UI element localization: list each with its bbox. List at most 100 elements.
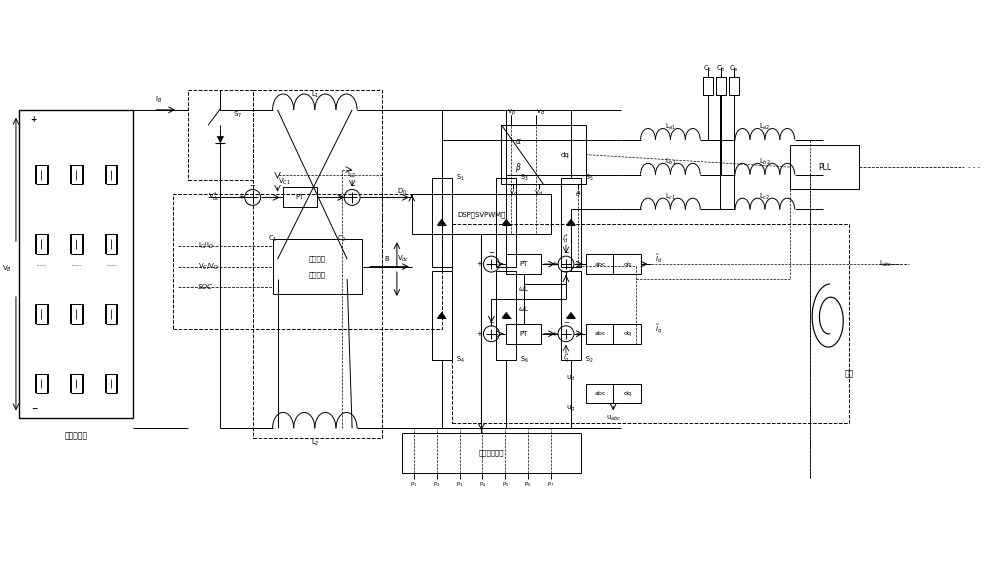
Text: dq: dq: [624, 391, 632, 396]
Bar: [19, 110, 133, 418]
Polygon shape: [502, 312, 511, 318]
Polygon shape: [502, 219, 511, 225]
Polygon shape: [566, 219, 575, 225]
Text: V$_{dc}$: V$_{dc}$: [397, 254, 409, 264]
Bar: [790, 145, 859, 189]
Text: dq: dq: [624, 331, 632, 336]
Bar: [561, 178, 581, 267]
Text: abc: abc: [595, 262, 606, 267]
Text: u$_{abc}$: u$_{abc}$: [606, 414, 621, 423]
Text: −: −: [563, 250, 569, 256]
Text: −: −: [488, 320, 494, 326]
Text: C$_b$: C$_b$: [716, 64, 726, 74]
Text: PT: PT: [296, 195, 304, 200]
Bar: [586, 384, 641, 403]
Bar: [273, 239, 362, 294]
Text: S$_{3}$: S$_{3}$: [520, 173, 529, 183]
Text: dq: dq: [560, 151, 569, 158]
Text: +: +: [551, 331, 557, 337]
Text: S$_{2}$: S$_{2}$: [585, 355, 593, 365]
Text: L$_2$: L$_2$: [311, 438, 319, 448]
Text: V$_C$/V$_D$: V$_C$/V$_D$: [198, 262, 219, 271]
Text: +: +: [238, 195, 244, 200]
Text: P$_3$: P$_3$: [456, 481, 463, 489]
Bar: [586, 324, 641, 344]
Text: $\alpha$: $\alpha$: [515, 137, 522, 146]
Text: v$_\alpha$: v$_\alpha$: [536, 108, 546, 117]
Text: L$_1$: L$_1$: [311, 90, 319, 100]
Text: P$_2$: P$_2$: [433, 481, 440, 489]
Text: C$_c$: C$_c$: [703, 64, 713, 74]
Bar: [452, 224, 849, 423]
Bar: [729, 77, 739, 95]
Text: u$_q$: u$_q$: [566, 403, 576, 414]
Text: ......: ......: [71, 262, 82, 267]
Text: 电网: 电网: [845, 369, 854, 378]
Polygon shape: [566, 312, 575, 318]
Text: ......: ......: [106, 262, 117, 267]
Bar: [402, 433, 581, 473]
Text: $\theta$: $\theta$: [575, 189, 581, 198]
Text: $i^{*}_q$: $i^{*}_q$: [563, 351, 569, 366]
Text: I$_{L2}$: I$_{L2}$: [347, 170, 357, 180]
Polygon shape: [437, 312, 446, 318]
Text: abc: abc: [595, 331, 606, 336]
Bar: [506, 254, 541, 274]
Text: P$_1$: P$_1$: [410, 481, 417, 489]
Text: S$_7$: S$_7$: [233, 110, 242, 120]
Text: P$_7$: P$_7$: [547, 481, 555, 489]
Bar: [253, 90, 382, 438]
Text: L$_{a1}$: L$_{a1}$: [665, 122, 676, 132]
Text: +: +: [551, 261, 557, 267]
Text: PLL: PLL: [818, 163, 831, 172]
Text: $\omega$L: $\omega$L: [518, 284, 530, 294]
Bar: [561, 271, 581, 360]
Text: u$_d$: u$_d$: [566, 374, 576, 383]
Text: S$_{5}$: S$_{5}$: [585, 173, 593, 183]
Text: $i^{*}_d$: $i^{*}_d$: [562, 233, 569, 246]
Text: C$_1$: C$_1$: [268, 234, 277, 244]
Text: −: −: [349, 183, 355, 189]
Text: P$_5$: P$_5$: [502, 481, 509, 489]
Bar: [432, 271, 452, 360]
Text: +: +: [476, 331, 482, 337]
Polygon shape: [217, 136, 224, 143]
Text: V$_{C1}$: V$_{C1}$: [278, 176, 290, 187]
Text: B: B: [385, 255, 389, 262]
Text: dq: dq: [624, 262, 632, 267]
Text: C$_a$: C$_a$: [729, 64, 739, 74]
Text: v$_q$: v$_q$: [509, 188, 518, 199]
Text: −: −: [250, 183, 256, 189]
Text: L$_{c1}$: L$_{c1}$: [665, 191, 676, 201]
Text: PT: PT: [520, 331, 528, 337]
Text: +: +: [337, 195, 343, 200]
Bar: [283, 187, 317, 207]
Text: L$_{b2}$: L$_{b2}$: [759, 156, 771, 167]
Bar: [188, 90, 253, 179]
Bar: [716, 77, 726, 95]
Bar: [496, 271, 516, 360]
Text: ......: ......: [37, 262, 47, 267]
Text: P$_6$: P$_6$: [524, 481, 532, 489]
Text: $\beta$: $\beta$: [515, 161, 522, 174]
Text: V$^*_{dc}$: V$^*_{dc}$: [208, 191, 220, 204]
Text: PT: PT: [520, 261, 528, 267]
Text: S$_{1}$: S$_{1}$: [456, 173, 464, 183]
Text: I$_B$: I$_B$: [155, 95, 162, 105]
Text: SOC: SOC: [198, 284, 213, 290]
Text: P$_4$: P$_4$: [479, 481, 486, 489]
Text: C$_2$: C$_2$: [337, 234, 347, 244]
Text: S$_{6}$: S$_{6}$: [520, 355, 529, 365]
Text: +: +: [31, 116, 37, 124]
Text: - - -: - - -: [968, 164, 980, 170]
Text: 电池参数: 电池参数: [309, 255, 326, 262]
Text: L$_{c2}$: L$_{c2}$: [759, 191, 771, 201]
Text: V$_B$: V$_B$: [2, 264, 12, 274]
Bar: [173, 195, 442, 329]
Text: DSP（SVPWM）: DSP（SVPWM）: [457, 211, 506, 218]
Text: 隔离驱动电路: 隔离驱动电路: [479, 450, 504, 456]
Text: L$_{a2}$: L$_{a2}$: [759, 122, 771, 132]
Text: v$_\beta$: v$_\beta$: [507, 108, 516, 118]
Text: 越限判断: 越限判断: [309, 271, 326, 278]
Polygon shape: [437, 219, 446, 225]
